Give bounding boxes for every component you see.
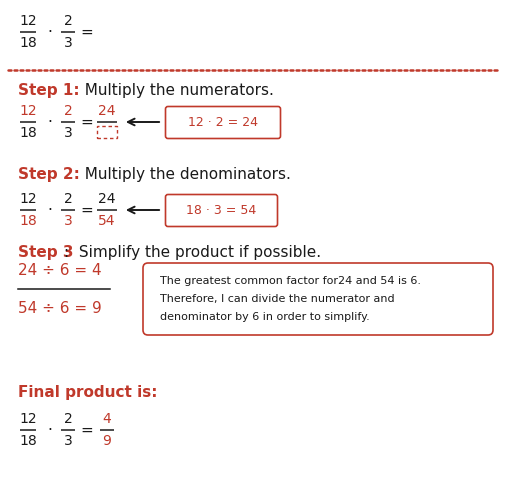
- Text: =: =: [81, 114, 93, 130]
- Text: 3: 3: [64, 434, 72, 448]
- Text: :  Simplify the product if possible.: : Simplify the product if possible.: [64, 244, 321, 260]
- Text: ·: ·: [47, 203, 53, 218]
- Text: Therefore, I can divide the numerator and: Therefore, I can divide the numerator an…: [160, 294, 394, 304]
- Text: 3: 3: [64, 214, 72, 228]
- Text: 3: 3: [64, 126, 72, 140]
- Text: 2: 2: [64, 14, 72, 28]
- Text: 4: 4: [103, 412, 112, 426]
- Text: 18: 18: [19, 434, 37, 448]
- Text: 18: 18: [19, 126, 37, 140]
- Text: 12: 12: [19, 412, 37, 426]
- Text: denominator by 6 in order to simplify.: denominator by 6 in order to simplify.: [160, 312, 370, 322]
- Text: The greatest common factor for24 and 54 is 6.: The greatest common factor for24 and 54 …: [160, 276, 421, 286]
- Text: =: =: [81, 25, 93, 39]
- Text: 2: 2: [64, 412, 72, 426]
- Text: Step 3: Step 3: [18, 244, 74, 260]
- Text: 3: 3: [64, 36, 72, 50]
- Text: 12: 12: [19, 14, 37, 28]
- Text: Multiply the denominators.: Multiply the denominators.: [75, 167, 291, 182]
- Text: 18: 18: [19, 214, 37, 228]
- Text: Step 2:: Step 2:: [18, 167, 80, 182]
- Text: 18: 18: [19, 36, 37, 50]
- Text: ·: ·: [47, 25, 53, 39]
- Text: 54: 54: [98, 214, 116, 228]
- Text: 2: 2: [64, 192, 72, 206]
- Text: ·: ·: [47, 422, 53, 437]
- Text: 24 ÷ 6 = 4: 24 ÷ 6 = 4: [18, 263, 102, 278]
- Text: 12 · 2 = 24: 12 · 2 = 24: [188, 115, 258, 129]
- Text: 18 · 3 = 54: 18 · 3 = 54: [186, 204, 257, 217]
- Text: 12: 12: [19, 192, 37, 206]
- Text: 12: 12: [19, 104, 37, 118]
- Text: =: =: [81, 203, 93, 218]
- Text: =: =: [81, 422, 93, 437]
- Text: Step 1:: Step 1:: [18, 83, 80, 97]
- Text: 54 ÷ 6 = 9: 54 ÷ 6 = 9: [18, 301, 102, 316]
- Text: 9: 9: [103, 434, 112, 448]
- Text: Multiply the numerators.: Multiply the numerators.: [75, 83, 274, 97]
- Text: 24: 24: [98, 104, 116, 118]
- Text: 24: 24: [98, 192, 116, 206]
- Text: ·: ·: [47, 114, 53, 130]
- Text: Final product is:: Final product is:: [18, 385, 158, 400]
- Text: 2: 2: [64, 104, 72, 118]
